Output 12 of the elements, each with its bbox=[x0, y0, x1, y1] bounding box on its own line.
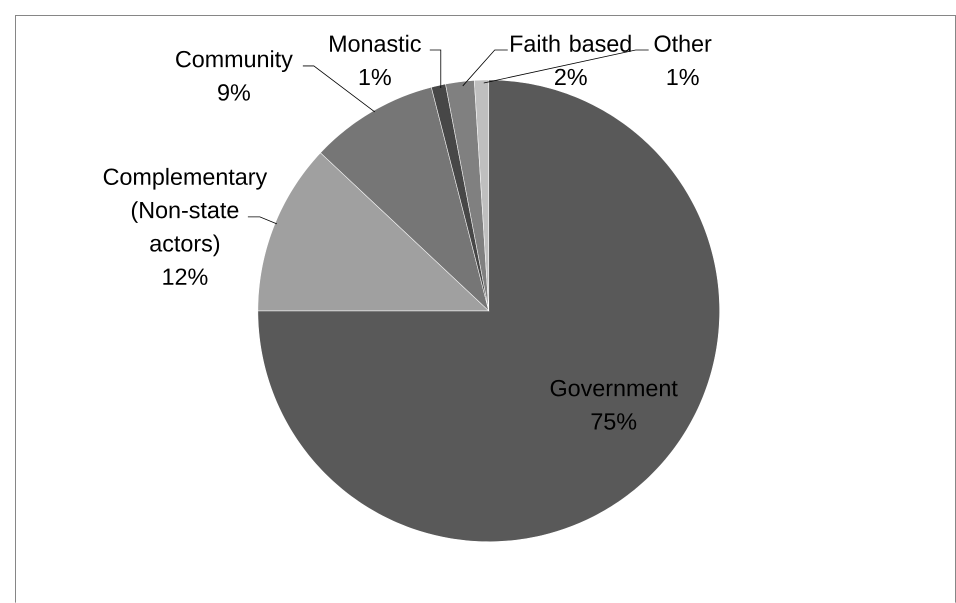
slice-label: Community bbox=[176, 50, 293, 72]
slice-label: Faith based bbox=[511, 34, 631, 52]
data-label: 12% bbox=[163, 268, 208, 285]
slice-label: Government bbox=[550, 380, 678, 396]
slice-label: Complementary (Non-state actors) bbox=[104, 168, 268, 256]
slice-label: Other bbox=[654, 34, 712, 52]
slice-label: Monastic bbox=[330, 34, 421, 52]
data-label: 1% bbox=[360, 68, 391, 86]
data-label: 2% bbox=[555, 68, 587, 86]
data-label: 9% bbox=[218, 84, 250, 101]
data-label: 75% bbox=[592, 413, 636, 430]
data-label: 1% bbox=[668, 68, 699, 86]
